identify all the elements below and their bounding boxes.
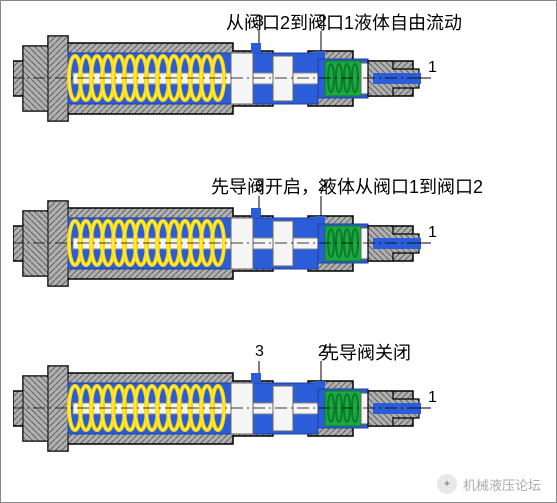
port-label-p2-2: 2 bbox=[318, 343, 327, 361]
port-label-p1-1: 1 bbox=[428, 224, 437, 242]
valve-diagram-0: 321 bbox=[13, 31, 433, 126]
valve-diagram-2: 321 bbox=[13, 361, 433, 456]
port-label-p2-1: 2 bbox=[318, 178, 327, 196]
port-label-p3-2: 3 bbox=[255, 343, 264, 361]
valve-diagram-1: 321 bbox=[13, 196, 433, 291]
port-label-p2-0: 2 bbox=[318, 13, 327, 31]
footer-label: 机械液压论坛 bbox=[463, 475, 541, 494]
port-label-p3-0: 3 bbox=[255, 13, 264, 31]
port-label-p1-2: 1 bbox=[428, 389, 437, 407]
footer-icon: ✦ bbox=[437, 474, 457, 494]
port-label-p3-1: 3 bbox=[255, 178, 264, 196]
port-label-p1-0: 1 bbox=[428, 59, 437, 77]
